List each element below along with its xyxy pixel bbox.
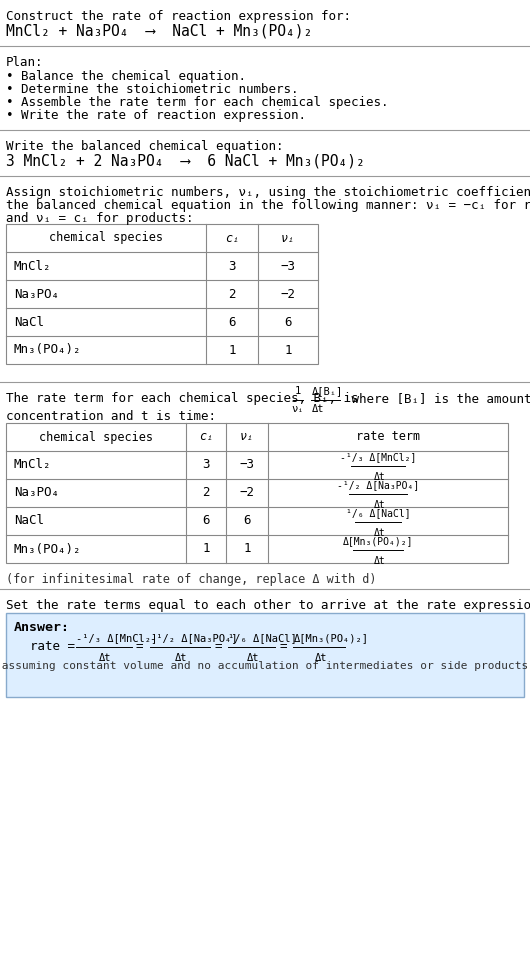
- Text: -¹/₃ Δ[MnCl₂]: -¹/₃ Δ[MnCl₂]: [340, 452, 416, 462]
- Text: chemical species: chemical species: [49, 231, 163, 245]
- Text: 6: 6: [243, 514, 251, 527]
- Text: −2: −2: [280, 288, 296, 301]
- Bar: [6, 423, 508, 563]
- Text: Assign stoichiometric numbers, νᵢ, using the stoichiometric coefficients, cᵢ, fr: Assign stoichiometric numbers, νᵢ, using…: [6, 186, 530, 199]
- Text: and νᵢ = cᵢ for products:: and νᵢ = cᵢ for products:: [6, 212, 193, 225]
- Text: −3: −3: [280, 260, 296, 272]
- Text: -¹/₃ Δ[MnCl₂]: -¹/₃ Δ[MnCl₂]: [76, 633, 157, 643]
- Text: Construct the rate of reaction expression for:: Construct the rate of reaction expressio…: [6, 10, 351, 23]
- Text: where [Bᵢ] is the amount: where [Bᵢ] is the amount: [344, 392, 530, 405]
- Text: νᵢ: νᵢ: [240, 430, 254, 443]
- Text: ¹/₆ Δ[NaCl]: ¹/₆ Δ[NaCl]: [228, 633, 297, 643]
- Text: Answer:: Answer:: [14, 621, 70, 634]
- Text: • Determine the stoichiometric numbers.: • Determine the stoichiometric numbers.: [6, 83, 298, 96]
- Bar: [6, 224, 318, 364]
- Text: Δt: Δt: [374, 500, 386, 510]
- Text: Δt: Δt: [315, 653, 327, 663]
- Text: -¹/₂ Δ[Na₃PO₄]: -¹/₂ Δ[Na₃PO₄]: [337, 480, 419, 490]
- Text: NaCl: NaCl: [14, 315, 44, 329]
- Text: 1: 1: [284, 344, 292, 356]
- Text: MnCl₂: MnCl₂: [14, 260, 51, 272]
- Text: -¹/₂ Δ[Na₃PO₄]: -¹/₂ Δ[Na₃PO₄]: [150, 633, 237, 643]
- Text: Δ[Bᵢ]: Δ[Bᵢ]: [312, 386, 343, 396]
- Text: 3: 3: [202, 459, 210, 471]
- Text: −3: −3: [240, 459, 254, 471]
- Text: Δt: Δt: [247, 653, 260, 663]
- Text: Δ[Mn₃(PO₄)₂]: Δ[Mn₃(PO₄)₂]: [343, 536, 413, 546]
- Text: =: =: [214, 640, 222, 654]
- Text: NaCl: NaCl: [14, 514, 44, 527]
- Text: 6: 6: [228, 315, 236, 329]
- Text: Δt: Δt: [374, 528, 386, 538]
- Text: • Assemble the rate term for each chemical species.: • Assemble the rate term for each chemic…: [6, 96, 388, 109]
- Text: Δt: Δt: [374, 472, 386, 482]
- Text: Set the rate terms equal to each other to arrive at the rate expression:: Set the rate terms equal to each other t…: [6, 599, 530, 612]
- Text: 3 MnCl₂ + 2 Na₃PO₄  ⟶  6 NaCl + Mn₃(PO₄)₂: 3 MnCl₂ + 2 Na₃PO₄ ⟶ 6 NaCl + Mn₃(PO₄)₂: [6, 154, 365, 169]
- Text: 1: 1: [202, 543, 210, 555]
- Text: cᵢ: cᵢ: [199, 430, 213, 443]
- Text: Δt: Δt: [374, 556, 386, 566]
- Text: 1: 1: [243, 543, 251, 555]
- Text: 1: 1: [228, 344, 236, 356]
- Text: rate term: rate term: [356, 430, 420, 443]
- Text: =: =: [136, 640, 144, 654]
- Text: Write the balanced chemical equation:: Write the balanced chemical equation:: [6, 140, 284, 153]
- Text: the balanced chemical equation in the following manner: νᵢ = −cᵢ for reactants: the balanced chemical equation in the fo…: [6, 199, 530, 212]
- Text: rate =: rate =: [30, 640, 83, 654]
- Text: 1: 1: [295, 386, 301, 396]
- Text: The rate term for each chemical species, Bᵢ, is: The rate term for each chemical species,…: [6, 392, 358, 405]
- Text: MnCl₂ + Na₃PO₄  ⟶  NaCl + Mn₃(PO₄)₂: MnCl₂ + Na₃PO₄ ⟶ NaCl + Mn₃(PO₄)₂: [6, 24, 312, 39]
- Text: Δt: Δt: [99, 653, 112, 663]
- Text: 6: 6: [284, 315, 292, 329]
- FancyBboxPatch shape: [6, 613, 524, 697]
- Text: chemical species: chemical species: [39, 430, 153, 443]
- Text: Δt: Δt: [175, 653, 188, 663]
- Text: =: =: [279, 640, 287, 654]
- Text: (for infinitesimal rate of change, replace Δ with d): (for infinitesimal rate of change, repla…: [6, 573, 376, 586]
- Text: Na₃PO₄: Na₃PO₄: [14, 486, 59, 500]
- Text: (assuming constant volume and no accumulation of intermediates or side products): (assuming constant volume and no accumul…: [0, 661, 530, 671]
- Text: • Write the rate of reaction expression.: • Write the rate of reaction expression.: [6, 109, 306, 122]
- Text: νᵢ: νᵢ: [281, 231, 295, 245]
- Text: Mn₃(PO₄)₂: Mn₃(PO₄)₂: [14, 543, 82, 555]
- Text: concentration and t is time:: concentration and t is time:: [6, 410, 216, 423]
- Text: 6: 6: [202, 514, 210, 527]
- Text: 2: 2: [202, 486, 210, 500]
- Text: cᵢ: cᵢ: [225, 231, 239, 245]
- Text: • Balance the chemical equation.: • Balance the chemical equation.: [6, 70, 246, 83]
- Text: Na₃PO₄: Na₃PO₄: [14, 288, 59, 301]
- Text: ¹/₆ Δ[NaCl]: ¹/₆ Δ[NaCl]: [346, 508, 410, 518]
- Text: 2: 2: [228, 288, 236, 301]
- Text: −2: −2: [240, 486, 254, 500]
- Text: Δt: Δt: [312, 404, 324, 414]
- Text: νᵢ: νᵢ: [292, 404, 304, 414]
- Text: Mn₃(PO₄)₂: Mn₃(PO₄)₂: [14, 344, 82, 356]
- Text: Plan:: Plan:: [6, 56, 43, 69]
- Text: 3: 3: [228, 260, 236, 272]
- Text: Δ[Mn₃(PO₄)₂]: Δ[Mn₃(PO₄)₂]: [294, 633, 368, 643]
- Text: MnCl₂: MnCl₂: [14, 459, 51, 471]
